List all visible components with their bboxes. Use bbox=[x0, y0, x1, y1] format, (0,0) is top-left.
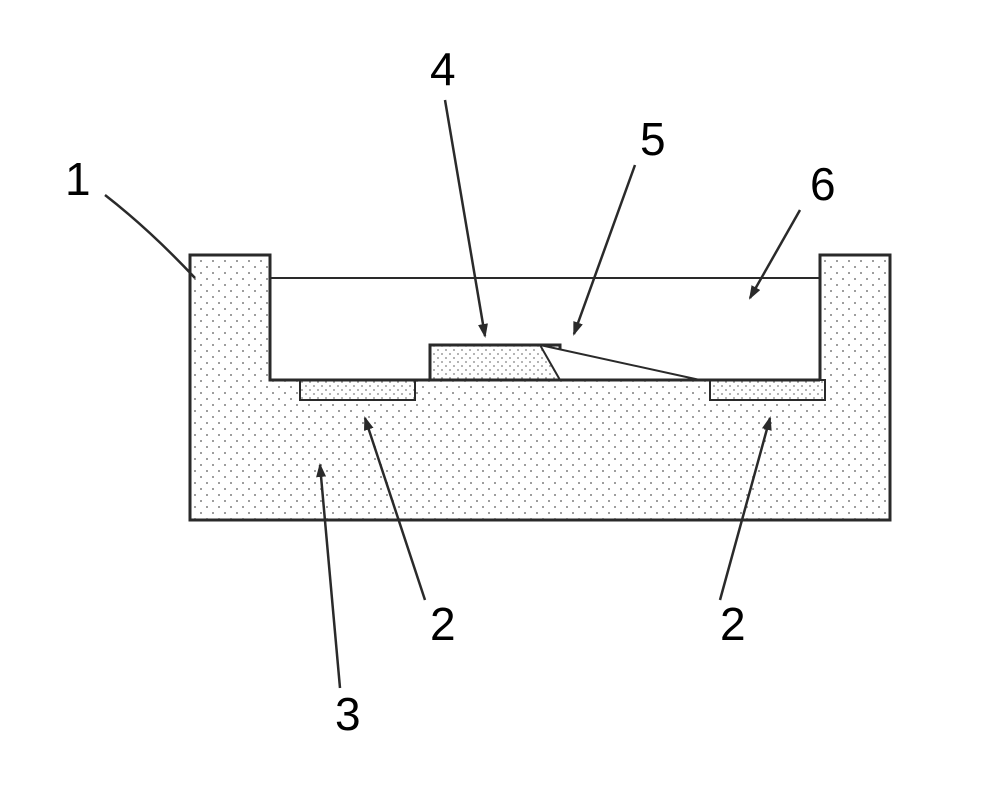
label-2: 2 bbox=[430, 598, 456, 650]
diagram-svg: 1 4 5 6 2 2 3 bbox=[0, 0, 1000, 792]
block-4 bbox=[430, 345, 560, 380]
leader-6 bbox=[750, 210, 800, 298]
cross-section bbox=[190, 255, 890, 520]
label-5: 5 bbox=[640, 113, 666, 165]
label-3: 3 bbox=[335, 688, 361, 740]
label-2: 2 bbox=[720, 598, 746, 650]
leader-4 bbox=[445, 100, 485, 336]
leader-1 bbox=[105, 195, 195, 278]
wedge-5 bbox=[540, 345, 700, 380]
seam-cover-right bbox=[822, 377, 889, 383]
right-pillar bbox=[820, 255, 890, 380]
leader-5 bbox=[574, 165, 635, 334]
region-2-right bbox=[710, 380, 825, 400]
seam-cover-left bbox=[192, 377, 269, 383]
region-2-left bbox=[300, 380, 415, 400]
label-6: 6 bbox=[810, 158, 836, 210]
left-pillar bbox=[190, 255, 270, 380]
label-1: 1 bbox=[65, 153, 91, 205]
label-4: 4 bbox=[430, 43, 456, 95]
